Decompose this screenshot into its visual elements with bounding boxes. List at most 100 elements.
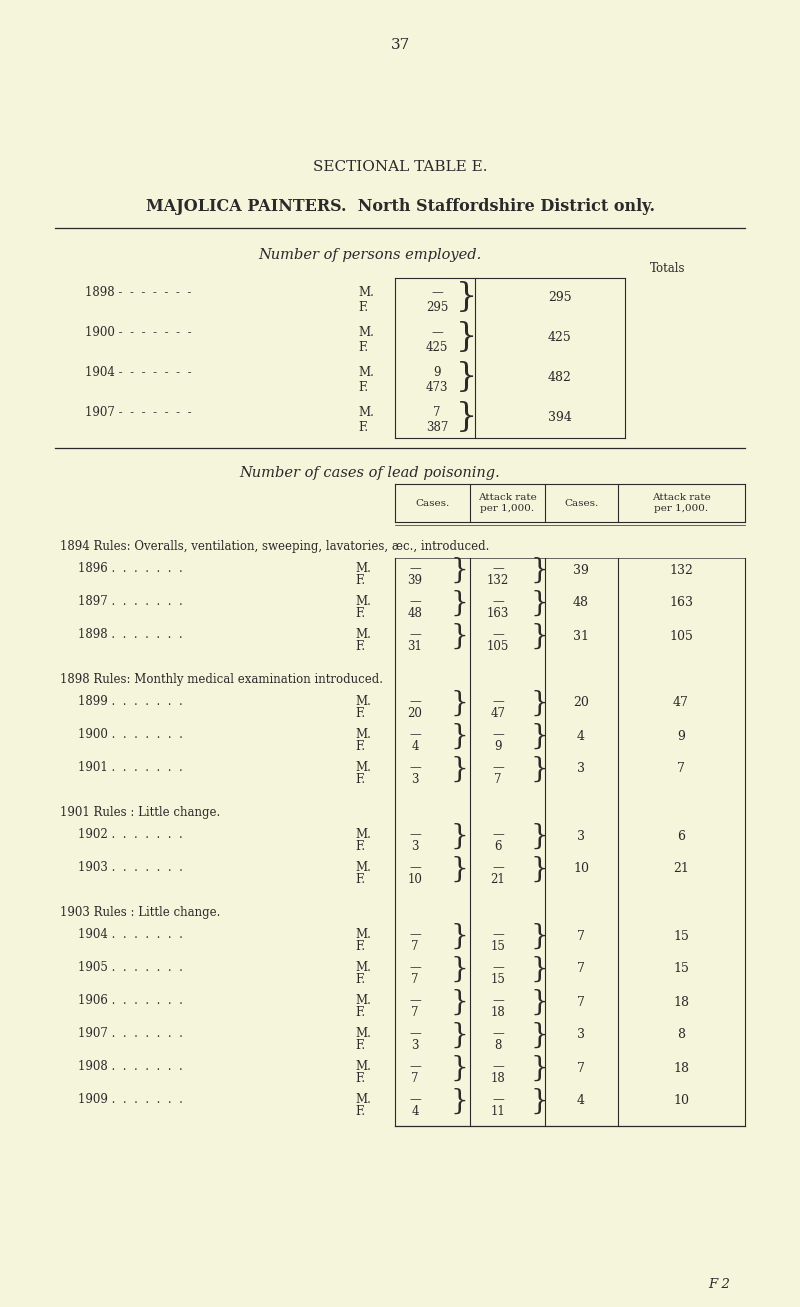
- Text: F.: F.: [355, 772, 365, 786]
- Text: 3: 3: [411, 772, 418, 786]
- Text: 482: 482: [548, 371, 572, 384]
- Text: F.: F.: [358, 341, 368, 354]
- Text: }: }: [456, 401, 478, 434]
- Text: M.: M.: [358, 406, 374, 420]
- Text: M.: M.: [355, 1093, 371, 1106]
- Text: 1902 .  .  .  .  .  .  .: 1902 . . . . . . .: [78, 829, 182, 840]
- Text: 8: 8: [677, 1029, 685, 1042]
- Text: }: }: [451, 755, 469, 783]
- Text: M.: M.: [355, 695, 371, 708]
- Text: }: }: [451, 690, 469, 716]
- Text: 1901 Rules : Little change.: 1901 Rules : Little change.: [60, 806, 220, 819]
- Text: Totals: Totals: [650, 261, 686, 274]
- Text: 4: 4: [411, 740, 418, 753]
- Text: }: }: [531, 589, 549, 617]
- Text: M.: M.: [355, 1060, 371, 1073]
- Text: Number of cases of lead poisoning.: Number of cases of lead poisoning.: [240, 467, 500, 480]
- Text: 7: 7: [411, 940, 418, 953]
- Text: SECTIONAL TABLE E.: SECTIONAL TABLE E.: [313, 159, 487, 174]
- Text: F.: F.: [355, 707, 365, 720]
- Text: M.: M.: [355, 761, 371, 774]
- Text: 11: 11: [490, 1104, 506, 1117]
- Text: —: —: [492, 728, 504, 741]
- Text: }: }: [451, 589, 469, 617]
- Text: F.: F.: [358, 382, 368, 393]
- Text: 1908 .  .  .  .  .  .  .: 1908 . . . . . . .: [78, 1060, 182, 1073]
- Text: 18: 18: [490, 1006, 506, 1019]
- Text: 4: 4: [577, 729, 585, 742]
- Text: 9: 9: [494, 740, 502, 753]
- Text: 295: 295: [548, 291, 572, 305]
- Text: 1894 Rules: Overalls, ventilation, sweeping, lavatories, æc., introduced.: 1894 Rules: Overalls, ventilation, sweep…: [60, 540, 490, 553]
- Text: }: }: [451, 1087, 469, 1115]
- Text: —: —: [492, 1093, 504, 1106]
- Text: 1899 .  .  .  .  .  .  .: 1899 . . . . . . .: [78, 695, 182, 708]
- Text: MAJOLICA PAINTERS.  North Staffordshire District only.: MAJOLICA PAINTERS. North Staffordshire D…: [146, 197, 654, 214]
- Text: Cases.: Cases.: [415, 498, 450, 507]
- Text: 7: 7: [577, 1061, 585, 1074]
- Text: M.: M.: [355, 728, 371, 741]
- Text: M.: M.: [355, 961, 371, 974]
- Text: M.: M.: [358, 286, 374, 299]
- Text: 1898 -  -  -  -  -  -  -: 1898 - - - - - - -: [85, 286, 191, 299]
- Text: }: }: [531, 923, 549, 949]
- Text: 105: 105: [669, 630, 693, 643]
- Text: 6: 6: [494, 840, 502, 853]
- Text: }: }: [451, 723, 469, 749]
- Text: —: —: [409, 595, 421, 608]
- Text: 3: 3: [411, 1039, 418, 1052]
- Text: }: }: [456, 362, 478, 393]
- Text: —: —: [409, 562, 421, 575]
- Text: }: }: [531, 690, 549, 716]
- Text: —: —: [431, 286, 443, 299]
- Text: 9: 9: [677, 729, 685, 742]
- Text: M.: M.: [355, 627, 371, 640]
- Text: —: —: [409, 961, 421, 974]
- Text: 1905 .  .  .  .  .  .  .: 1905 . . . . . . .: [78, 961, 183, 974]
- Text: }: }: [531, 622, 549, 650]
- Text: }: }: [531, 723, 549, 749]
- Text: 132: 132: [669, 563, 693, 576]
- Text: 394: 394: [548, 410, 572, 423]
- Text: —: —: [492, 695, 504, 708]
- Text: 1903 .  .  .  .  .  .  .: 1903 . . . . . . .: [78, 861, 183, 874]
- Text: 425: 425: [548, 331, 572, 344]
- Text: M.: M.: [355, 562, 371, 575]
- Text: —: —: [492, 961, 504, 974]
- Text: 3: 3: [577, 762, 585, 775]
- Text: 4: 4: [577, 1094, 585, 1107]
- Text: —: —: [409, 829, 421, 840]
- Text: }: }: [531, 856, 549, 882]
- Text: 10: 10: [407, 873, 422, 886]
- Text: F.: F.: [355, 972, 365, 985]
- Text: —: —: [409, 861, 421, 874]
- Text: M.: M.: [355, 1027, 371, 1040]
- Text: 15: 15: [490, 972, 506, 985]
- Text: 1896 .  .  .  .  .  .  .: 1896 . . . . . . .: [78, 562, 182, 575]
- Text: 1909 .  .  .  .  .  .  .: 1909 . . . . . . .: [78, 1093, 183, 1106]
- Text: 20: 20: [573, 697, 589, 710]
- Text: 21: 21: [673, 863, 689, 876]
- Text: M.: M.: [355, 829, 371, 840]
- Text: }: }: [531, 1087, 549, 1115]
- Text: 1906 .  .  .  .  .  .  .: 1906 . . . . . . .: [78, 995, 183, 1006]
- Text: —: —: [409, 995, 421, 1006]
- Text: F.: F.: [355, 640, 365, 654]
- Text: —: —: [409, 695, 421, 708]
- Text: 48: 48: [573, 596, 589, 609]
- Text: }: }: [531, 755, 549, 783]
- Text: 18: 18: [673, 996, 689, 1009]
- Text: Cases.: Cases.: [564, 498, 598, 507]
- Text: 473: 473: [426, 382, 448, 393]
- Text: M.: M.: [355, 595, 371, 608]
- Text: 37: 37: [390, 38, 410, 52]
- Text: —: —: [409, 1060, 421, 1073]
- Text: M.: M.: [355, 928, 371, 941]
- Text: 295: 295: [426, 301, 448, 314]
- Text: F.: F.: [355, 740, 365, 753]
- Text: 7: 7: [434, 406, 441, 420]
- Text: 1900 -  -  -  -  -  -  -: 1900 - - - - - - -: [85, 325, 192, 339]
- Text: 7: 7: [494, 772, 502, 786]
- Text: —: —: [492, 1060, 504, 1073]
- Text: }: }: [451, 988, 469, 1016]
